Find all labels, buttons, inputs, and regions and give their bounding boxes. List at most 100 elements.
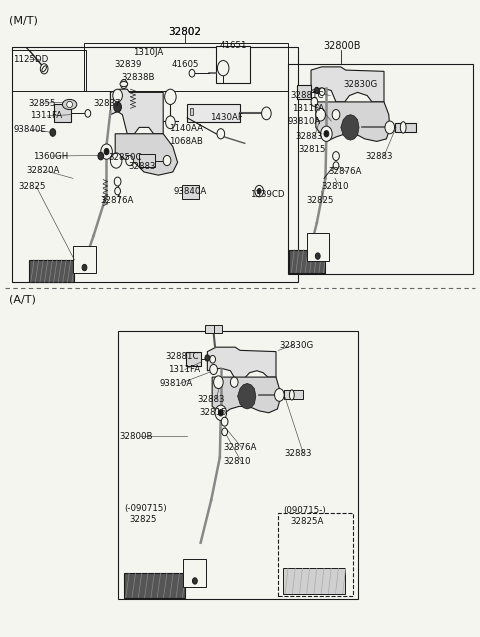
- Circle shape: [314, 87, 319, 94]
- Circle shape: [333, 162, 339, 169]
- Polygon shape: [115, 134, 178, 175]
- Bar: [288, 64, 473, 274]
- Bar: [139, 154, 155, 167]
- Text: 32820A: 32820A: [26, 166, 60, 175]
- Text: 32825A: 32825A: [290, 517, 324, 526]
- Text: 32825: 32825: [306, 196, 334, 204]
- Circle shape: [104, 148, 109, 155]
- Text: 41651: 41651: [220, 41, 247, 50]
- Text: 1311FA: 1311FA: [168, 365, 200, 374]
- Text: (090715-): (090715-): [283, 506, 326, 515]
- Text: 32837: 32837: [94, 99, 121, 108]
- Text: 32810: 32810: [223, 457, 251, 466]
- Circle shape: [120, 80, 127, 89]
- Text: 32815: 32815: [299, 145, 326, 154]
- Circle shape: [275, 389, 284, 401]
- Circle shape: [163, 155, 171, 166]
- Circle shape: [315, 253, 320, 259]
- Bar: [187, 104, 240, 122]
- Text: 1311FA: 1311FA: [292, 104, 324, 113]
- Circle shape: [114, 177, 121, 186]
- Circle shape: [210, 364, 217, 375]
- Bar: [278, 513, 353, 596]
- Circle shape: [192, 578, 197, 584]
- Circle shape: [85, 110, 91, 117]
- Text: 32883: 32883: [129, 162, 156, 171]
- Text: 32876A: 32876A: [223, 443, 257, 452]
- Text: 1360GH: 1360GH: [33, 152, 68, 161]
- Text: 32825: 32825: [130, 515, 157, 524]
- Text: 32839: 32839: [114, 61, 142, 69]
- Bar: [307, 233, 329, 261]
- Bar: [54, 104, 71, 122]
- Bar: [395, 123, 416, 132]
- Circle shape: [110, 153, 122, 168]
- Text: 32883: 32883: [284, 449, 312, 458]
- Text: 32881C: 32881C: [290, 91, 324, 100]
- Text: 32802: 32802: [168, 27, 201, 37]
- Circle shape: [332, 110, 340, 120]
- Ellipse shape: [62, 99, 77, 110]
- Circle shape: [319, 88, 325, 96]
- Text: 32830G: 32830G: [343, 80, 377, 89]
- Text: 32800B: 32800B: [323, 41, 360, 51]
- Text: 32800B: 32800B: [119, 432, 153, 441]
- Polygon shape: [289, 250, 325, 273]
- Text: 93810A: 93810A: [288, 117, 321, 125]
- Text: 1310JA: 1310JA: [133, 48, 164, 57]
- Circle shape: [98, 152, 104, 160]
- Circle shape: [210, 355, 216, 363]
- Text: 1068AB: 1068AB: [169, 137, 203, 146]
- Circle shape: [50, 129, 56, 136]
- Text: 32876A: 32876A: [329, 168, 362, 176]
- Polygon shape: [207, 347, 276, 379]
- Polygon shape: [311, 67, 384, 102]
- Circle shape: [230, 377, 238, 387]
- Text: 1311FA: 1311FA: [30, 111, 62, 120]
- Circle shape: [215, 405, 227, 420]
- Ellipse shape: [42, 66, 47, 72]
- Bar: [12, 50, 86, 91]
- Circle shape: [217, 61, 229, 76]
- Text: (M/T): (M/T): [9, 15, 37, 25]
- Bar: [186, 352, 201, 366]
- Polygon shape: [283, 568, 345, 594]
- Ellipse shape: [400, 122, 406, 133]
- Text: 32876A: 32876A: [101, 196, 134, 205]
- Circle shape: [115, 187, 120, 195]
- Text: (A/T): (A/T): [9, 294, 36, 304]
- Polygon shape: [212, 377, 280, 414]
- Circle shape: [221, 417, 228, 426]
- Text: 32883: 32883: [366, 152, 393, 161]
- Circle shape: [321, 126, 332, 141]
- Bar: [118, 331, 358, 599]
- Circle shape: [385, 121, 395, 134]
- Text: 32830G: 32830G: [279, 341, 313, 350]
- Text: 93810A: 93810A: [159, 379, 192, 388]
- Circle shape: [333, 152, 339, 161]
- Ellipse shape: [289, 390, 294, 400]
- Polygon shape: [238, 383, 256, 409]
- Circle shape: [255, 185, 264, 197]
- Bar: [183, 559, 206, 587]
- Bar: [216, 46, 250, 83]
- Text: 41605: 41605: [172, 61, 199, 69]
- Polygon shape: [29, 260, 74, 282]
- Bar: [73, 246, 96, 273]
- Text: 1125DD: 1125DD: [13, 55, 48, 64]
- Text: 93840A: 93840A: [174, 187, 207, 196]
- Circle shape: [214, 376, 223, 389]
- Circle shape: [189, 69, 195, 77]
- Circle shape: [205, 355, 210, 361]
- Circle shape: [165, 89, 176, 104]
- Text: (-090715): (-090715): [124, 504, 167, 513]
- Text: 32883: 32883: [198, 395, 225, 404]
- Text: 32802: 32802: [168, 27, 201, 37]
- Ellipse shape: [120, 82, 128, 87]
- Circle shape: [40, 64, 48, 74]
- Ellipse shape: [67, 101, 72, 108]
- Text: 1140AA: 1140AA: [169, 124, 203, 133]
- Bar: [284, 390, 303, 399]
- Text: 1339CD: 1339CD: [250, 190, 284, 199]
- Text: 32883: 32883: [295, 132, 323, 141]
